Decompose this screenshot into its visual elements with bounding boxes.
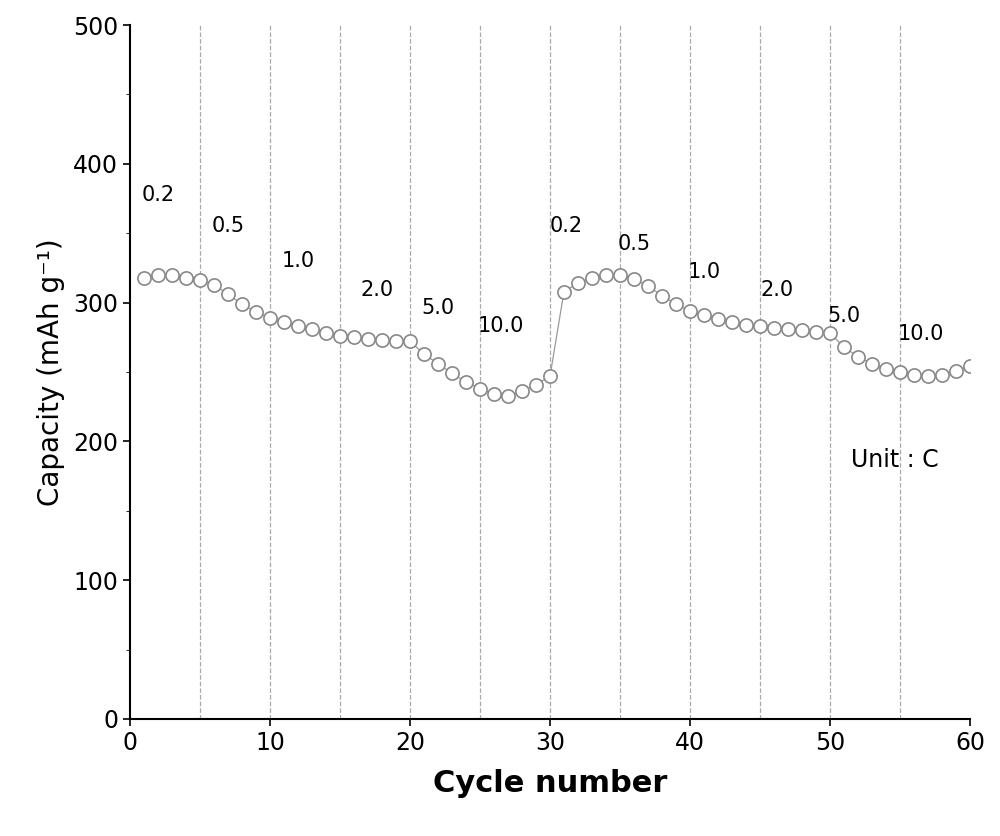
Text: 0.2: 0.2: [550, 216, 583, 236]
Text: 2.0: 2.0: [361, 280, 394, 300]
Text: 0.2: 0.2: [141, 186, 174, 206]
Text: 0.5: 0.5: [211, 216, 244, 236]
Text: Unit : C: Unit : C: [851, 448, 939, 472]
Text: 0.5: 0.5: [617, 234, 650, 254]
Text: 10.0: 10.0: [477, 316, 524, 336]
Text: 2.0: 2.0: [760, 280, 793, 300]
Text: 5.0: 5.0: [421, 298, 454, 318]
Text: 1.0: 1.0: [281, 251, 314, 271]
Text: 5.0: 5.0: [827, 306, 860, 326]
Text: 10.0: 10.0: [897, 324, 944, 344]
Y-axis label: Capacity (mAh g⁻¹): Capacity (mAh g⁻¹): [37, 238, 65, 506]
Text: 1.0: 1.0: [687, 262, 720, 282]
X-axis label: Cycle number: Cycle number: [433, 768, 667, 798]
